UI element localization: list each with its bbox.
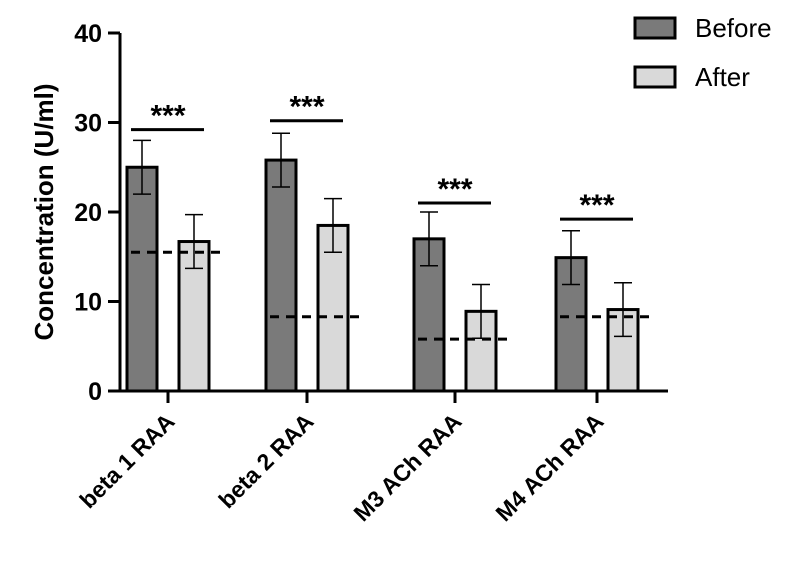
x-tick-label-0: beta 1 RAA bbox=[74, 408, 179, 513]
legend-swatch-after bbox=[633, 65, 677, 89]
error-bars-group bbox=[133, 132, 632, 339]
legend-swatch-before bbox=[633, 16, 677, 40]
y-axis-title: Concentration (U/ml) bbox=[29, 83, 59, 340]
bar-before-0 bbox=[125, 165, 159, 393]
y-tick-label: 0 bbox=[88, 378, 102, 406]
y-tick-label: 40 bbox=[74, 20, 102, 48]
y-tick-label: 30 bbox=[74, 110, 102, 138]
bar-before-1 bbox=[264, 158, 298, 393]
y-tick-label: 10 bbox=[74, 289, 102, 317]
legend-label-after: After bbox=[695, 62, 750, 92]
significance-group: *** *** *** *** bbox=[131, 91, 633, 222]
x-tick-label-3: M4 ACh RAA bbox=[490, 408, 608, 526]
bars-group bbox=[125, 158, 640, 393]
x-tick-label-1: beta 2 RAA bbox=[213, 408, 318, 513]
legend: Before After bbox=[633, 13, 772, 92]
significance-label-1: *** bbox=[289, 91, 324, 124]
legend-label-before: Before bbox=[695, 13, 772, 43]
x-axis: beta 1 RAA beta 2 RAA M3 ACh RAA M4 ACh RAA bbox=[74, 389, 668, 526]
x-tick-label-2: M3 ACh RAA bbox=[348, 408, 466, 526]
y-tick-label: 20 bbox=[74, 199, 102, 227]
y-axis: 0 10 20 30 40 Concentration (U/ml) bbox=[29, 20, 122, 406]
significance-label-0: *** bbox=[150, 100, 185, 133]
significance-label-2: *** bbox=[437, 173, 472, 206]
significance-label-3: *** bbox=[579, 189, 614, 222]
